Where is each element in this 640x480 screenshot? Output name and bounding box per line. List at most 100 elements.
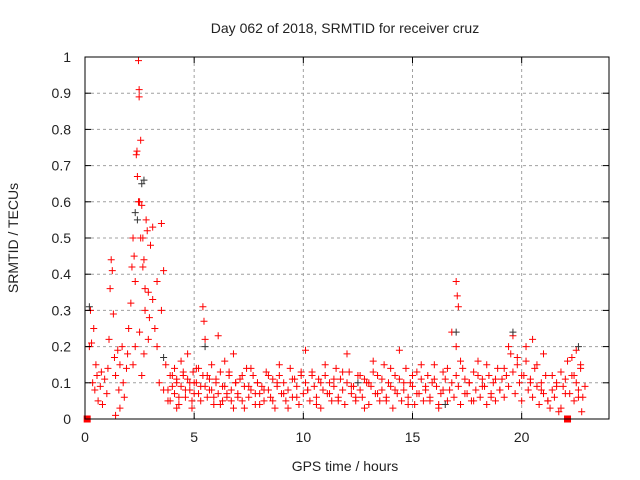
data-point (173, 404, 181, 412)
data-point (505, 382, 513, 390)
data-point (487, 390, 495, 398)
data-point (249, 372, 257, 380)
y-tick-label: 0.6 (52, 194, 72, 210)
data-point (561, 375, 569, 383)
data-point (548, 386, 556, 394)
data-point (398, 397, 406, 405)
data-point (219, 397, 227, 405)
data-point (116, 361, 124, 369)
data-point (144, 335, 152, 343)
data-point (491, 375, 499, 383)
data-point (378, 386, 386, 394)
data-point (201, 343, 209, 351)
data-point (500, 364, 508, 372)
y-tick-label: 0.1 (52, 375, 72, 391)
data-point (550, 393, 558, 401)
data-point (360, 404, 368, 412)
data-point (271, 404, 279, 412)
data-point (177, 357, 185, 365)
x-tick-label: 15 (405, 429, 421, 445)
data-point (343, 350, 351, 358)
data-point (299, 390, 307, 398)
data-point (124, 350, 132, 358)
data-point (260, 397, 268, 405)
data-point (404, 401, 412, 409)
data-point (378, 375, 386, 383)
data-point (119, 379, 127, 387)
data-point (537, 386, 545, 394)
data-point (140, 350, 148, 358)
data-point (282, 397, 290, 405)
data-point (531, 364, 539, 372)
data-point (132, 151, 140, 159)
data-point (465, 379, 473, 387)
data-point (402, 364, 410, 372)
data-point (317, 379, 325, 387)
data-point (424, 372, 432, 380)
data-point (264, 386, 272, 394)
data-point (103, 390, 111, 398)
data-point (574, 343, 582, 351)
data-point (153, 343, 161, 351)
data-point (382, 393, 390, 401)
data-point (212, 379, 220, 387)
data-point (454, 382, 462, 390)
data-point (496, 386, 504, 394)
data-point (139, 263, 147, 271)
data-point (417, 375, 425, 383)
data-point (297, 372, 305, 380)
data-point (509, 328, 517, 336)
data-point (160, 353, 168, 361)
data-point (179, 368, 187, 376)
data-point (195, 390, 203, 398)
data-point (94, 397, 102, 405)
data-point (208, 386, 216, 394)
data-point (395, 375, 403, 383)
data-point (267, 393, 275, 401)
data-point (452, 328, 460, 336)
data-point (533, 361, 541, 369)
data-point (293, 382, 301, 390)
data-point (422, 386, 430, 394)
data-point (557, 404, 565, 412)
data-point (118, 343, 126, 351)
data-point (363, 379, 371, 387)
data-point (430, 361, 438, 369)
data-point (216, 401, 224, 409)
data-point (135, 93, 143, 101)
data-point (433, 382, 441, 390)
data-point (101, 375, 109, 383)
data-point (192, 364, 200, 372)
data-point (164, 386, 172, 394)
data-point (177, 382, 185, 390)
data-point (581, 382, 589, 390)
data-point (428, 379, 436, 387)
data-point (437, 390, 445, 398)
data-point (330, 375, 338, 383)
data-point (151, 325, 159, 332)
data-point (415, 390, 423, 398)
y-tick-label: 0.2 (52, 339, 72, 355)
data-point (245, 393, 253, 401)
data-point (149, 223, 157, 231)
data-point (157, 306, 165, 314)
data-point (104, 364, 112, 372)
data-point (430, 375, 438, 383)
data-point (312, 401, 320, 409)
data-point (568, 353, 576, 361)
data-point (175, 401, 183, 409)
data-point (533, 382, 541, 390)
y-tick-label: 0.8 (52, 121, 72, 137)
x-tick-label: 20 (514, 429, 530, 445)
data-point (409, 372, 416, 380)
data-point (223, 393, 231, 401)
data-point (409, 382, 416, 390)
data-point (459, 364, 467, 372)
data-point (509, 368, 517, 376)
data-point (284, 404, 292, 412)
data-point (264, 372, 272, 380)
data-point (441, 375, 449, 383)
data-point (142, 216, 150, 224)
y-tick-label: 0.7 (52, 158, 72, 174)
data-point (269, 375, 277, 383)
